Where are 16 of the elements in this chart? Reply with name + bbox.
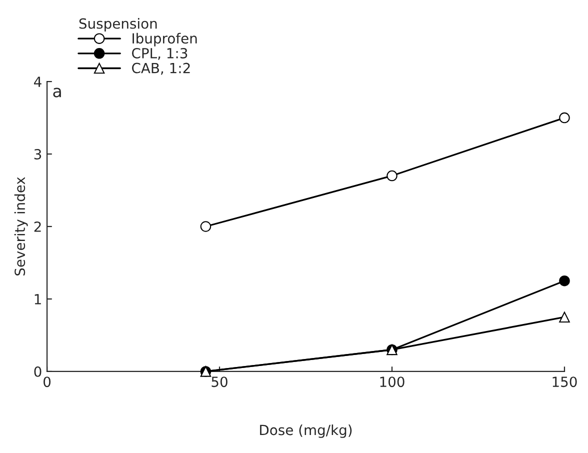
x-tick-label: 50 bbox=[212, 376, 228, 388]
legend-title: Suspension bbox=[79, 18, 157, 32]
legend-label: Ibuprofen bbox=[132, 32, 197, 46]
x-axis-title: Dose (mg/kg) bbox=[260, 424, 352, 438]
y-axis-title: Severity index bbox=[14, 177, 28, 276]
y-tick-label: 4 bbox=[34, 76, 42, 87]
x-tick-label: 0 bbox=[44, 376, 51, 388]
y-tick-label: 2 bbox=[34, 221, 41, 232]
legend-label: CPL, 1:3 bbox=[132, 48, 188, 60]
x-tick-label: 150 bbox=[552, 376, 577, 388]
y-tick-label: 3 bbox=[34, 148, 42, 160]
x-tick-label: 100 bbox=[380, 376, 404, 388]
y-tick-label: 0 bbox=[34, 366, 42, 377]
y-tick-label: 1 bbox=[34, 294, 41, 304]
legend-label: CAB, 1:2 bbox=[132, 62, 190, 75]
annotation: a bbox=[53, 88, 61, 98]
